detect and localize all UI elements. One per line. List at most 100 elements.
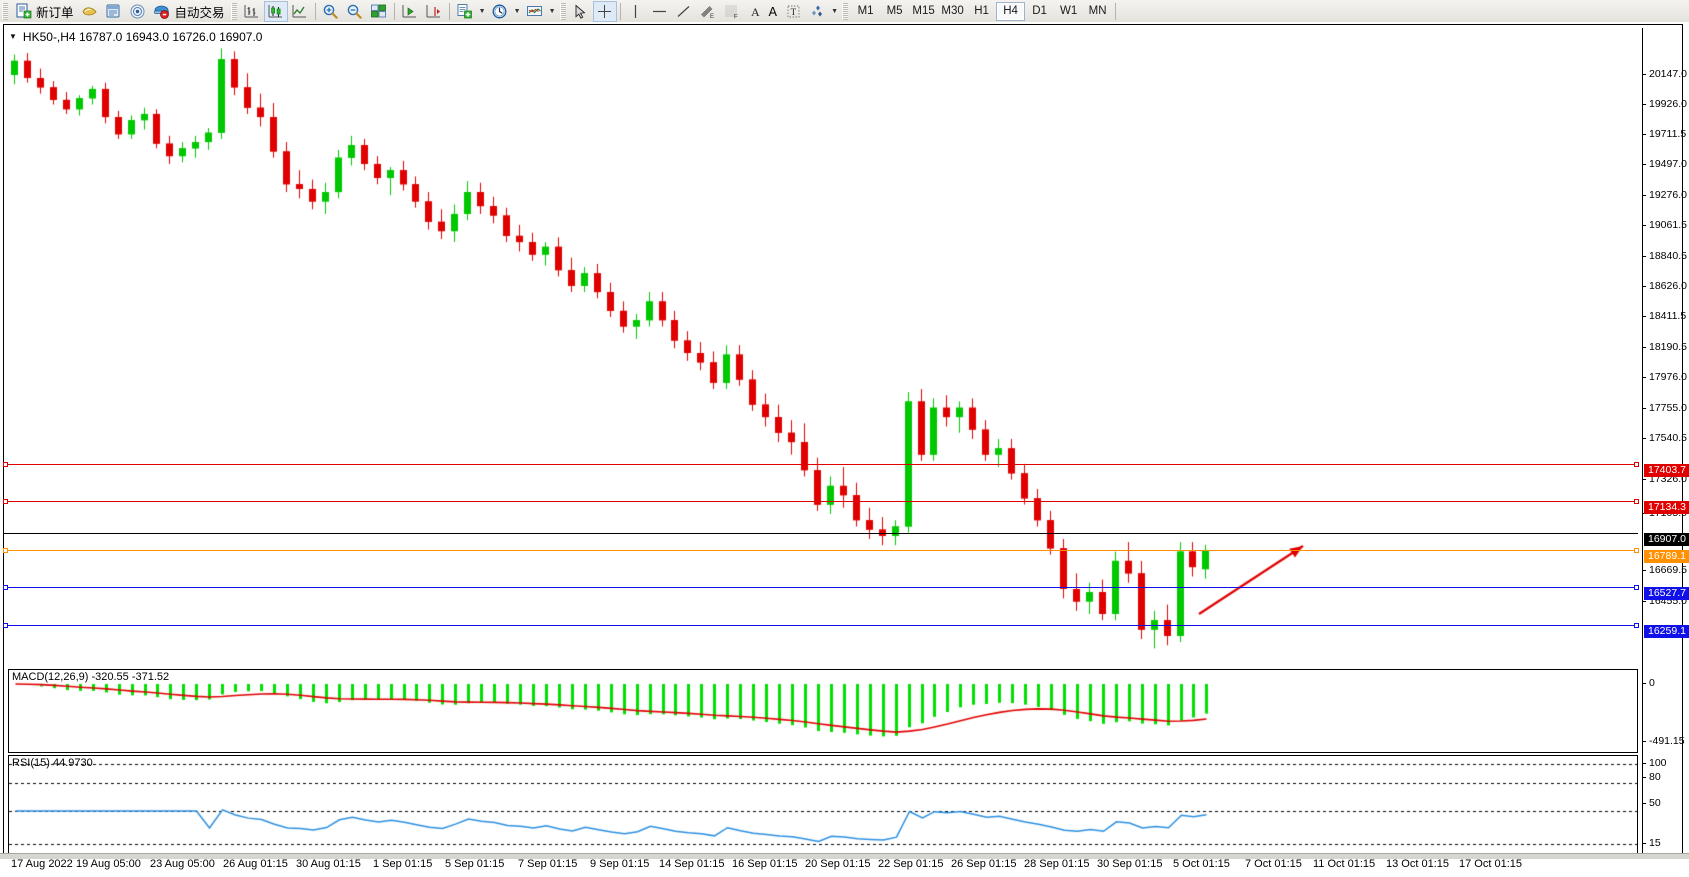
resistance-line-17134[interactable] [4,501,1638,502]
templates-button[interactable] [523,1,547,22]
cursor-arrow-icon [572,3,589,20]
time-axis-label: 22 Sep 01:15 [878,858,943,870]
price-pane[interactable] [8,28,1638,664]
price-tick-label: 19276.0 [1649,189,1687,201]
timeframe-d1[interactable]: D1 [1025,2,1054,21]
price-tag-17134[interactable]: 17134.3 [1644,501,1689,514]
price-tick-label: 17540.5 [1649,432,1687,444]
price-tag-16527[interactable]: 16527.7 [1644,587,1689,600]
price-tick-label: 19497.0 [1649,158,1687,170]
support-line-16259[interactable] [4,625,1638,626]
horizontal-line-button[interactable] [648,1,672,22]
level-handle[interactable] [3,585,8,590]
toolbar-grip[interactable] [2,3,8,20]
line-chart-icon [291,3,308,20]
chevron-down-icon[interactable]: ▼ [477,1,488,22]
candlestick-canvas [8,28,1638,664]
svg-text:F: F [734,14,738,20]
time-axis-label: 7 Oct 01:15 [1245,858,1302,870]
timeframe-h1[interactable]: H1 [967,2,996,21]
price-tag-17403[interactable]: 17403.7 [1644,464,1689,477]
timeframe-h4[interactable]: H4 [996,2,1025,21]
shapes-button[interactable] [805,1,829,22]
new-order-icon [15,3,32,20]
period-button[interactable] [488,1,512,22]
auto-trading-button-label[interactable]: 自动交易 [174,2,229,21]
auto-trading-button[interactable] [150,1,174,22]
text-button-label[interactable]: A [768,4,782,19]
level-handle[interactable] [1634,548,1639,553]
text-button[interactable]: A [744,1,768,22]
level-handle[interactable] [3,499,8,504]
level-handle[interactable] [3,548,8,553]
navigator-button[interactable] [126,1,150,22]
level-handle[interactable] [1634,585,1639,590]
auto-scroll-button[interactable] [398,1,422,22]
horizontal-scrollbar[interactable] [0,853,1689,859]
chart-window[interactable]: ▼ HK50-,H4 16787.0 16943.0 16726.0 16907… [3,24,1683,854]
chevron-down-icon[interactable]: ▼ [512,1,523,22]
chart-menu-caret-icon[interactable]: ▼ [9,32,17,41]
resistance-line-17403[interactable] [4,464,1638,465]
tile-windows-button[interactable] [367,1,391,22]
rsi-canvas [9,756,1637,853]
vertical-line-button[interactable] [624,1,648,22]
chart-shift-button[interactable] [422,1,446,22]
crosshair-button[interactable] [593,1,617,22]
pivot-line-16789[interactable] [4,550,1638,551]
data-window-button[interactable] [102,1,126,22]
toolbar-grip[interactable] [560,3,566,20]
equidistant-channel-button[interactable]: E [696,1,720,22]
price-tag-16259[interactable]: 16259.1 [1644,625,1689,638]
bar-chart-icon [243,3,260,20]
time-axis-label: 5 Oct 01:15 [1173,858,1230,870]
macd-canvas [9,670,1637,752]
new-order-button-label[interactable]: 新订单 [35,2,78,21]
price-tick-label: 18626.0 [1649,280,1687,292]
trendline-button[interactable] [672,1,696,22]
zoom-in-button[interactable] [319,1,343,22]
chevron-down-icon[interactable]: ▼ [547,1,558,22]
market-watch-button[interactable] [78,1,102,22]
time-axis-label: 19 Aug 05:00 [76,858,141,870]
macd-pane[interactable]: MACD(12,26,9) -320.55 -371.52 [8,669,1638,753]
zoom-out-button[interactable] [343,1,367,22]
text-label-button[interactable]: T [781,1,805,22]
support-line-16527[interactable] [4,587,1638,588]
toolbar-grip[interactable] [842,3,848,20]
timeframe-w1[interactable]: W1 [1054,2,1083,21]
timeframe-m1[interactable]: M1 [851,2,880,21]
level-handle[interactable] [3,462,8,467]
rsi-label: RSI(15) 44.9730 [12,757,93,769]
time-axis-label: 7 Sep 01:15 [518,858,577,870]
time-axis-label: 17 Aug 2022 [11,858,73,870]
timeframe-m15[interactable]: M15 [909,2,938,21]
current-price-line[interactable] [4,533,1638,534]
shapes-icon [809,3,826,20]
zoom-in-icon [322,3,339,20]
rsi-pane[interactable]: RSI(15) 44.9730 [8,755,1638,854]
level-handle[interactable] [1634,499,1639,504]
price-tag-16789[interactable]: 16789.1 [1644,550,1689,563]
line-chart-button[interactable] [288,1,312,22]
rsi-scale-value: 50 [1649,797,1661,809]
level-handle[interactable] [1634,462,1639,467]
fibonacci-button[interactable]: F [720,1,744,22]
chevron-down-icon[interactable]: ▼ [829,1,840,22]
indicators-button[interactable] [453,1,477,22]
cursor-button[interactable] [569,1,593,22]
text-label-icon: T [785,3,802,20]
new-order-button[interactable] [11,1,35,22]
level-handle[interactable] [1634,623,1639,628]
price-tick-label: 19926.0 [1649,98,1687,110]
toolbar-grip[interactable] [231,3,237,20]
timeframe-m30[interactable]: M30 [938,2,967,21]
timeframe-m5[interactable]: M5 [880,2,909,21]
candlestick-chart-button[interactable] [264,1,288,22]
price-tag-current[interactable]: 16907.0 [1644,533,1689,546]
level-handle[interactable] [3,623,8,628]
template-icon [526,3,543,20]
bar-chart-button[interactable] [240,1,264,22]
timeframe-mn[interactable]: MN [1083,2,1112,21]
